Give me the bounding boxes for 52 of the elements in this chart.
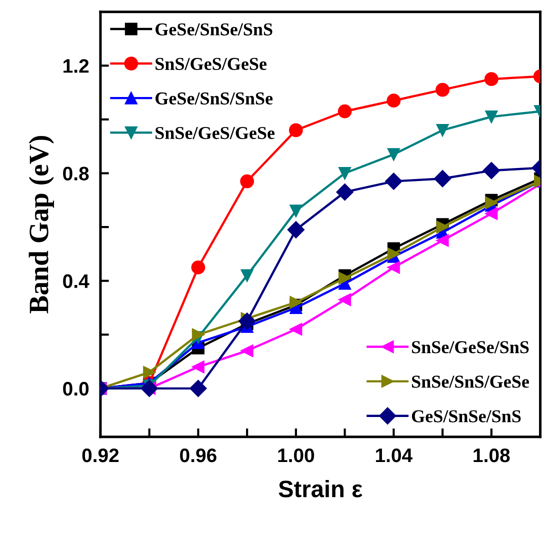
- point: [436, 234, 449, 247]
- x-tick-label: 1.04: [376, 448, 412, 462]
- point: [482, 162, 500, 180]
- text: 1.00: [278, 448, 314, 462]
- x-tick-label: 0.92: [82, 448, 119, 462]
- point: [288, 123, 303, 138]
- point: [190, 380, 207, 397]
- point: [143, 366, 156, 379]
- point: [338, 166, 352, 180]
- y-tick-label: 0.4: [63, 274, 90, 288]
- point: [434, 170, 452, 188]
- point: [290, 204, 302, 218]
- legend-label: SnSe/SnS/GeSe: [412, 376, 529, 388]
- point: [338, 293, 352, 306]
- legend-label: GeSe/SnS/SnSe: [156, 92, 273, 105]
- point: [290, 323, 302, 336]
- point: [240, 344, 254, 358]
- legend-label: SnS/GeS/GeSe: [156, 58, 267, 70]
- point: [485, 196, 498, 210]
- point: [192, 360, 204, 374]
- point: [386, 94, 401, 108]
- legend-label: GeSe/SnSe/SnS: [156, 23, 272, 36]
- x-tick-label: 1.08: [474, 448, 510, 462]
- point: [338, 104, 352, 118]
- y-tick-label: 0.8: [63, 166, 89, 180]
- x-tick-label: 0.96: [180, 448, 216, 462]
- point: [484, 72, 498, 86]
- point: [287, 221, 304, 238]
- point: [387, 148, 400, 161]
- text: 0.0: [63, 382, 89, 396]
- x-axis-title: Strain ε: [278, 480, 362, 498]
- legend-label: SnSe/GeSe/SnS: [412, 341, 529, 354]
- legend-label: SnSe/GeS/GeSe: [156, 126, 275, 140]
- point: [240, 269, 254, 282]
- point: [436, 220, 449, 234]
- point: [192, 328, 204, 341]
- point: [336, 184, 354, 201]
- point: [385, 172, 402, 190]
- y-axis-title: Band Gap (eV): [28, 136, 54, 314]
- point: [485, 207, 498, 220]
- point: [387, 261, 400, 274]
- point: [485, 110, 498, 123]
- point: [436, 124, 449, 136]
- point: [338, 272, 352, 284]
- legend-label: GeS/SnSe/SnS: [412, 410, 521, 422]
- point: [240, 174, 254, 188]
- point: [238, 312, 256, 330]
- point: [191, 260, 206, 274]
- point: [436, 82, 450, 97]
- y-tick-label: 1.2: [64, 59, 89, 73]
- point: [387, 248, 400, 260]
- point: [290, 296, 302, 309]
